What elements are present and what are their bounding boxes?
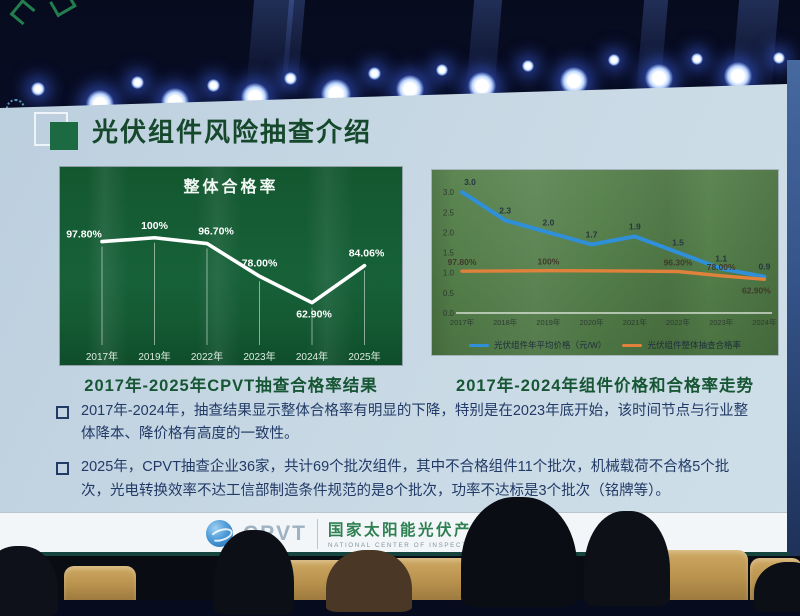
stage-light-icon bbox=[130, 75, 144, 89]
legend-label: 光伏组件年平均价格（元/W） bbox=[494, 340, 607, 350]
room-wall bbox=[787, 60, 800, 600]
x-axis-label: 2024年 bbox=[296, 350, 328, 363]
data-label: 100% bbox=[141, 220, 169, 232]
y-axis-tick: 3.0 bbox=[443, 188, 455, 197]
x-axis-label: 2019年 bbox=[536, 317, 561, 327]
y-axis-tick: 2.5 bbox=[443, 208, 455, 217]
data-label: 97.80% bbox=[66, 229, 102, 241]
price-label: 2.0 bbox=[542, 217, 554, 227]
price-label: 0.9 bbox=[758, 262, 770, 272]
audience-head-silhouette bbox=[326, 550, 412, 612]
right-chart-caption: 2017年-2024年组件价格和合格率走势 bbox=[456, 377, 754, 395]
square-bullet-icon bbox=[56, 406, 69, 419]
legend-line-orange bbox=[622, 343, 643, 347]
data-label: 78.00% bbox=[242, 257, 278, 269]
y-axis-tick: 0.5 bbox=[443, 289, 455, 298]
x-axis-label: 2017年 bbox=[450, 317, 475, 327]
overall-pass-rate-chart: 整体合格率 97.80% 100% 96.70% 78.00% 62.90% 84.06%… bbox=[60, 167, 402, 365]
x-axis-label: 2023年 bbox=[709, 317, 734, 327]
pass-rate-label: 78.00% bbox=[707, 262, 736, 272]
title-marker-green-square bbox=[50, 122, 78, 150]
stage-light-icon bbox=[283, 71, 297, 85]
price-label: 2.3 bbox=[499, 205, 511, 215]
price-polyline bbox=[460, 190, 767, 279]
pass-rate-line-chart-svg: 97.80% 100% 96.70% 78.00% 62.90% 84.06% 2017年 2… bbox=[66, 220, 385, 363]
bullet-item: 2017年-2024年，抽查结果显示整体合格率有明显的下降，特别是在2023年底… bbox=[56, 400, 756, 446]
bullet-text: 2017年-2024年，抽查结果显示整体合格率有明显的下降，特别是在2023年底… bbox=[81, 403, 749, 443]
audience-head-silhouette bbox=[584, 511, 670, 606]
data-label: 84.06% bbox=[349, 248, 385, 260]
x-axis-label: 2021年 bbox=[623, 317, 648, 327]
data-label: 96.70% bbox=[198, 226, 234, 238]
stage-light-icon bbox=[773, 52, 785, 64]
left-chart-caption: 2017年-2025年CPVT抽查合格率结果 bbox=[84, 377, 378, 395]
stage-light-icon bbox=[367, 66, 381, 80]
chart-legend: 光伏组件年平均价格（元/W） 光伏组件整体抽查合格率 bbox=[432, 339, 778, 351]
stage-light-icon bbox=[206, 78, 220, 92]
price-and-pass-rate-chart: 3.0 2.5 2.0 1.5 1.0 0.5 0.0 2017年 2018年 2019年 2020… bbox=[432, 170, 778, 355]
price-label: 1.1 bbox=[715, 254, 727, 264]
pass-rate-label: 96.30% bbox=[664, 258, 693, 268]
data-label: 62.90% bbox=[296, 309, 332, 321]
stage-light-icon bbox=[31, 82, 45, 96]
price-label: 1.7 bbox=[586, 229, 598, 239]
square-bullet-icon bbox=[56, 462, 69, 476]
x-axis-label: 2019年 bbox=[138, 350, 170, 363]
x-axis-label: 2020年 bbox=[580, 317, 605, 327]
legend-line-blue bbox=[469, 343, 490, 347]
bullet-list: 2017年-2024年，抽查结果显示整体合格率有明显的下降，特别是在2023年底… bbox=[56, 400, 756, 513]
audience-chair bbox=[64, 566, 136, 600]
audience-chair bbox=[656, 550, 748, 600]
stage-light-icon bbox=[436, 64, 448, 76]
legend-label: 光伏组件整体抽查合格率 bbox=[647, 340, 741, 350]
pass-rate-polyline bbox=[460, 268, 767, 281]
stage-light-icon bbox=[645, 64, 673, 92]
legend-item-pass-rate: 光伏组件整体抽查合格率 bbox=[622, 339, 741, 351]
y-axis-tick: 1.0 bbox=[443, 269, 455, 278]
x-axis-label: 2017年 bbox=[86, 350, 118, 363]
pass-rate-label: 62.90% bbox=[742, 285, 771, 295]
bullet-item: 2025年，CPVT抽查企业36家，共计69个批次组件，其中不合格组件11个批次… bbox=[56, 456, 756, 502]
pass-rate-label: 97.80% bbox=[448, 257, 477, 267]
stage-light-icon bbox=[522, 60, 534, 72]
price-label: 3.0 bbox=[464, 177, 476, 187]
x-axis-label: 2023年 bbox=[243, 350, 275, 363]
pass-rate-label: 100% bbox=[538, 257, 560, 267]
projection-screen: 光伏组件风险抽查介绍 整体合格率 97.80% 100% 96.70% 78.00% 6… bbox=[0, 84, 787, 558]
audience-head-silhouette bbox=[461, 497, 577, 607]
y-axis-tick: 1.5 bbox=[443, 249, 455, 258]
y-axis-tick: 0.0 bbox=[443, 309, 455, 318]
pass-rate-polyline bbox=[100, 235, 367, 305]
bullet-text: 2025年，CPVT抽查企业36家，共计69个批次组件，其中不合格组件11个批次… bbox=[81, 459, 730, 499]
x-axis-label: 2024年 bbox=[752, 317, 777, 327]
stage-light-icon bbox=[608, 54, 620, 66]
price-label: 1.9 bbox=[629, 221, 641, 231]
chart-title: 整体合格率 bbox=[183, 179, 279, 196]
x-axis-label: 2022年 bbox=[666, 317, 691, 327]
x-axis-label: 2018年 bbox=[493, 317, 518, 327]
price-label: 1.5 bbox=[672, 238, 684, 248]
x-axis-label: 2022年 bbox=[191, 350, 223, 363]
stage-light-icon bbox=[691, 53, 703, 65]
org-name-en: NATIONAL CENTER OF INSPECTION ON SOLAR P… bbox=[328, 542, 566, 549]
footer-divider bbox=[317, 518, 319, 549]
legend-item-price: 光伏组件年平均价格（元/W） bbox=[469, 339, 606, 351]
y-axis-tick: 2.0 bbox=[443, 228, 455, 237]
x-axis-label: 2025年 bbox=[348, 350, 380, 363]
slide-title: 光伏组件风险抽查介绍 bbox=[92, 117, 373, 147]
